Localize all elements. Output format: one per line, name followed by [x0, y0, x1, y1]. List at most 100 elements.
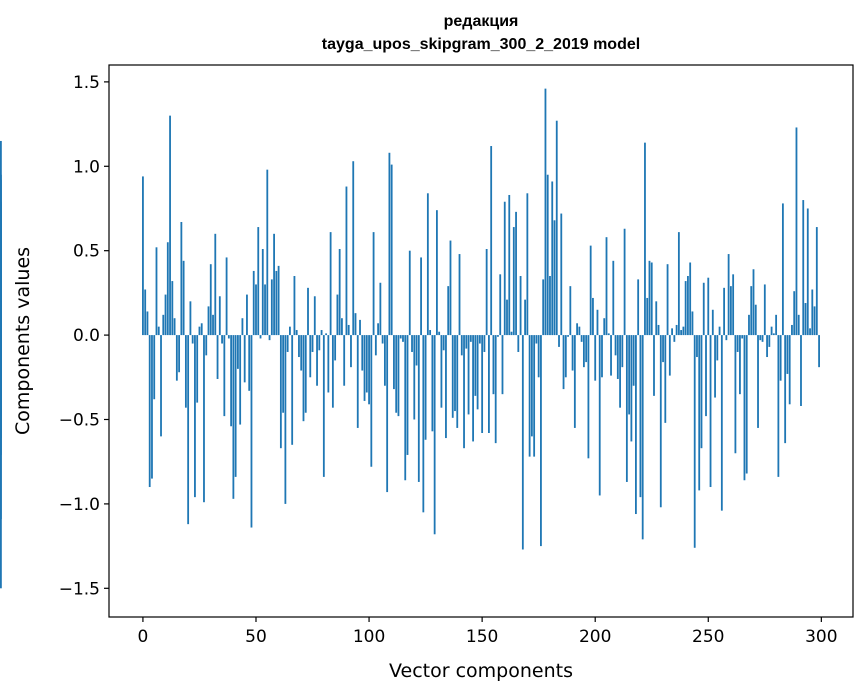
bar [465, 335, 468, 349]
bar [148, 335, 151, 488]
bar [345, 186, 348, 336]
bar [607, 333, 610, 336]
bar [614, 335, 617, 356]
bar [768, 335, 771, 347]
x-tick-label: 100 [353, 627, 385, 647]
bar [191, 335, 194, 344]
bar [707, 277, 710, 336]
bar [680, 330, 683, 336]
bar [173, 318, 176, 336]
bar [350, 335, 352, 368]
y-tick-label: 1.5 [73, 73, 100, 93]
bar [761, 335, 764, 342]
bar [553, 220, 556, 336]
bar [164, 294, 167, 336]
bar [381, 335, 384, 344]
bar [540, 335, 542, 547]
bar [227, 335, 230, 339]
bar [474, 335, 477, 396]
bar [354, 313, 357, 336]
bar [578, 326, 581, 336]
bar [411, 335, 413, 352]
bar [621, 335, 624, 368]
bar [515, 211, 517, 336]
bar [408, 250, 411, 336]
bar [255, 284, 257, 336]
bar [320, 330, 323, 336]
bar [788, 335, 791, 405]
bar [766, 335, 768, 358]
bar [646, 297, 649, 336]
bar [187, 335, 190, 525]
bar [225, 257, 228, 336]
bar [214, 233, 217, 336]
bar [537, 335, 540, 378]
bar [750, 286, 753, 336]
bar [218, 296, 221, 336]
y-axis-label: Components values [12, 247, 34, 435]
bar [795, 127, 798, 336]
bar [648, 260, 651, 336]
bar [162, 314, 165, 336]
bar [813, 306, 816, 336]
bar [153, 335, 156, 400]
bar [657, 324, 660, 336]
bar [560, 213, 563, 336]
bar [596, 309, 599, 336]
bar [266, 169, 269, 336]
bar [639, 335, 642, 498]
bar [601, 335, 603, 378]
bar [417, 335, 420, 482]
bar [399, 335, 402, 339]
bar [431, 335, 434, 432]
bar [442, 335, 445, 351]
bar [734, 335, 737, 454]
bar [406, 335, 409, 455]
bar [781, 203, 784, 336]
bar [160, 335, 162, 437]
bar [693, 335, 696, 548]
bar [467, 335, 470, 415]
bar [356, 335, 359, 428]
bar [705, 335, 707, 417]
bar [720, 335, 723, 511]
bar [739, 335, 741, 395]
bar [630, 335, 633, 442]
bar [770, 326, 773, 336]
bar [714, 335, 716, 398]
bar [413, 335, 416, 420]
bar [252, 270, 255, 336]
bar [659, 335, 662, 508]
bar [338, 249, 341, 336]
bar [352, 161, 355, 336]
bar [286, 335, 289, 352]
bar [786, 335, 789, 374]
bar [573, 335, 576, 428]
bar [259, 335, 262, 339]
bar [501, 335, 504, 395]
bar [775, 314, 778, 336]
bar [524, 299, 526, 336]
bar [594, 335, 597, 381]
bar [209, 264, 212, 336]
bar [180, 221, 183, 336]
bar [641, 335, 644, 540]
bar [555, 120, 558, 336]
bar [449, 240, 452, 336]
bar [510, 331, 513, 336]
bar [562, 335, 565, 390]
bar [277, 265, 280, 336]
bar [232, 335, 235, 499]
bar [644, 142, 646, 336]
x-tick-label: 0 [138, 627, 149, 647]
bar [420, 257, 422, 336]
bar [230, 335, 233, 427]
bar [198, 326, 201, 336]
bar [727, 254, 730, 336]
bar [359, 319, 361, 336]
bar [316, 335, 318, 386]
bar [582, 335, 585, 368]
bar [275, 270, 278, 336]
bar [567, 335, 569, 337]
bar [368, 335, 370, 405]
